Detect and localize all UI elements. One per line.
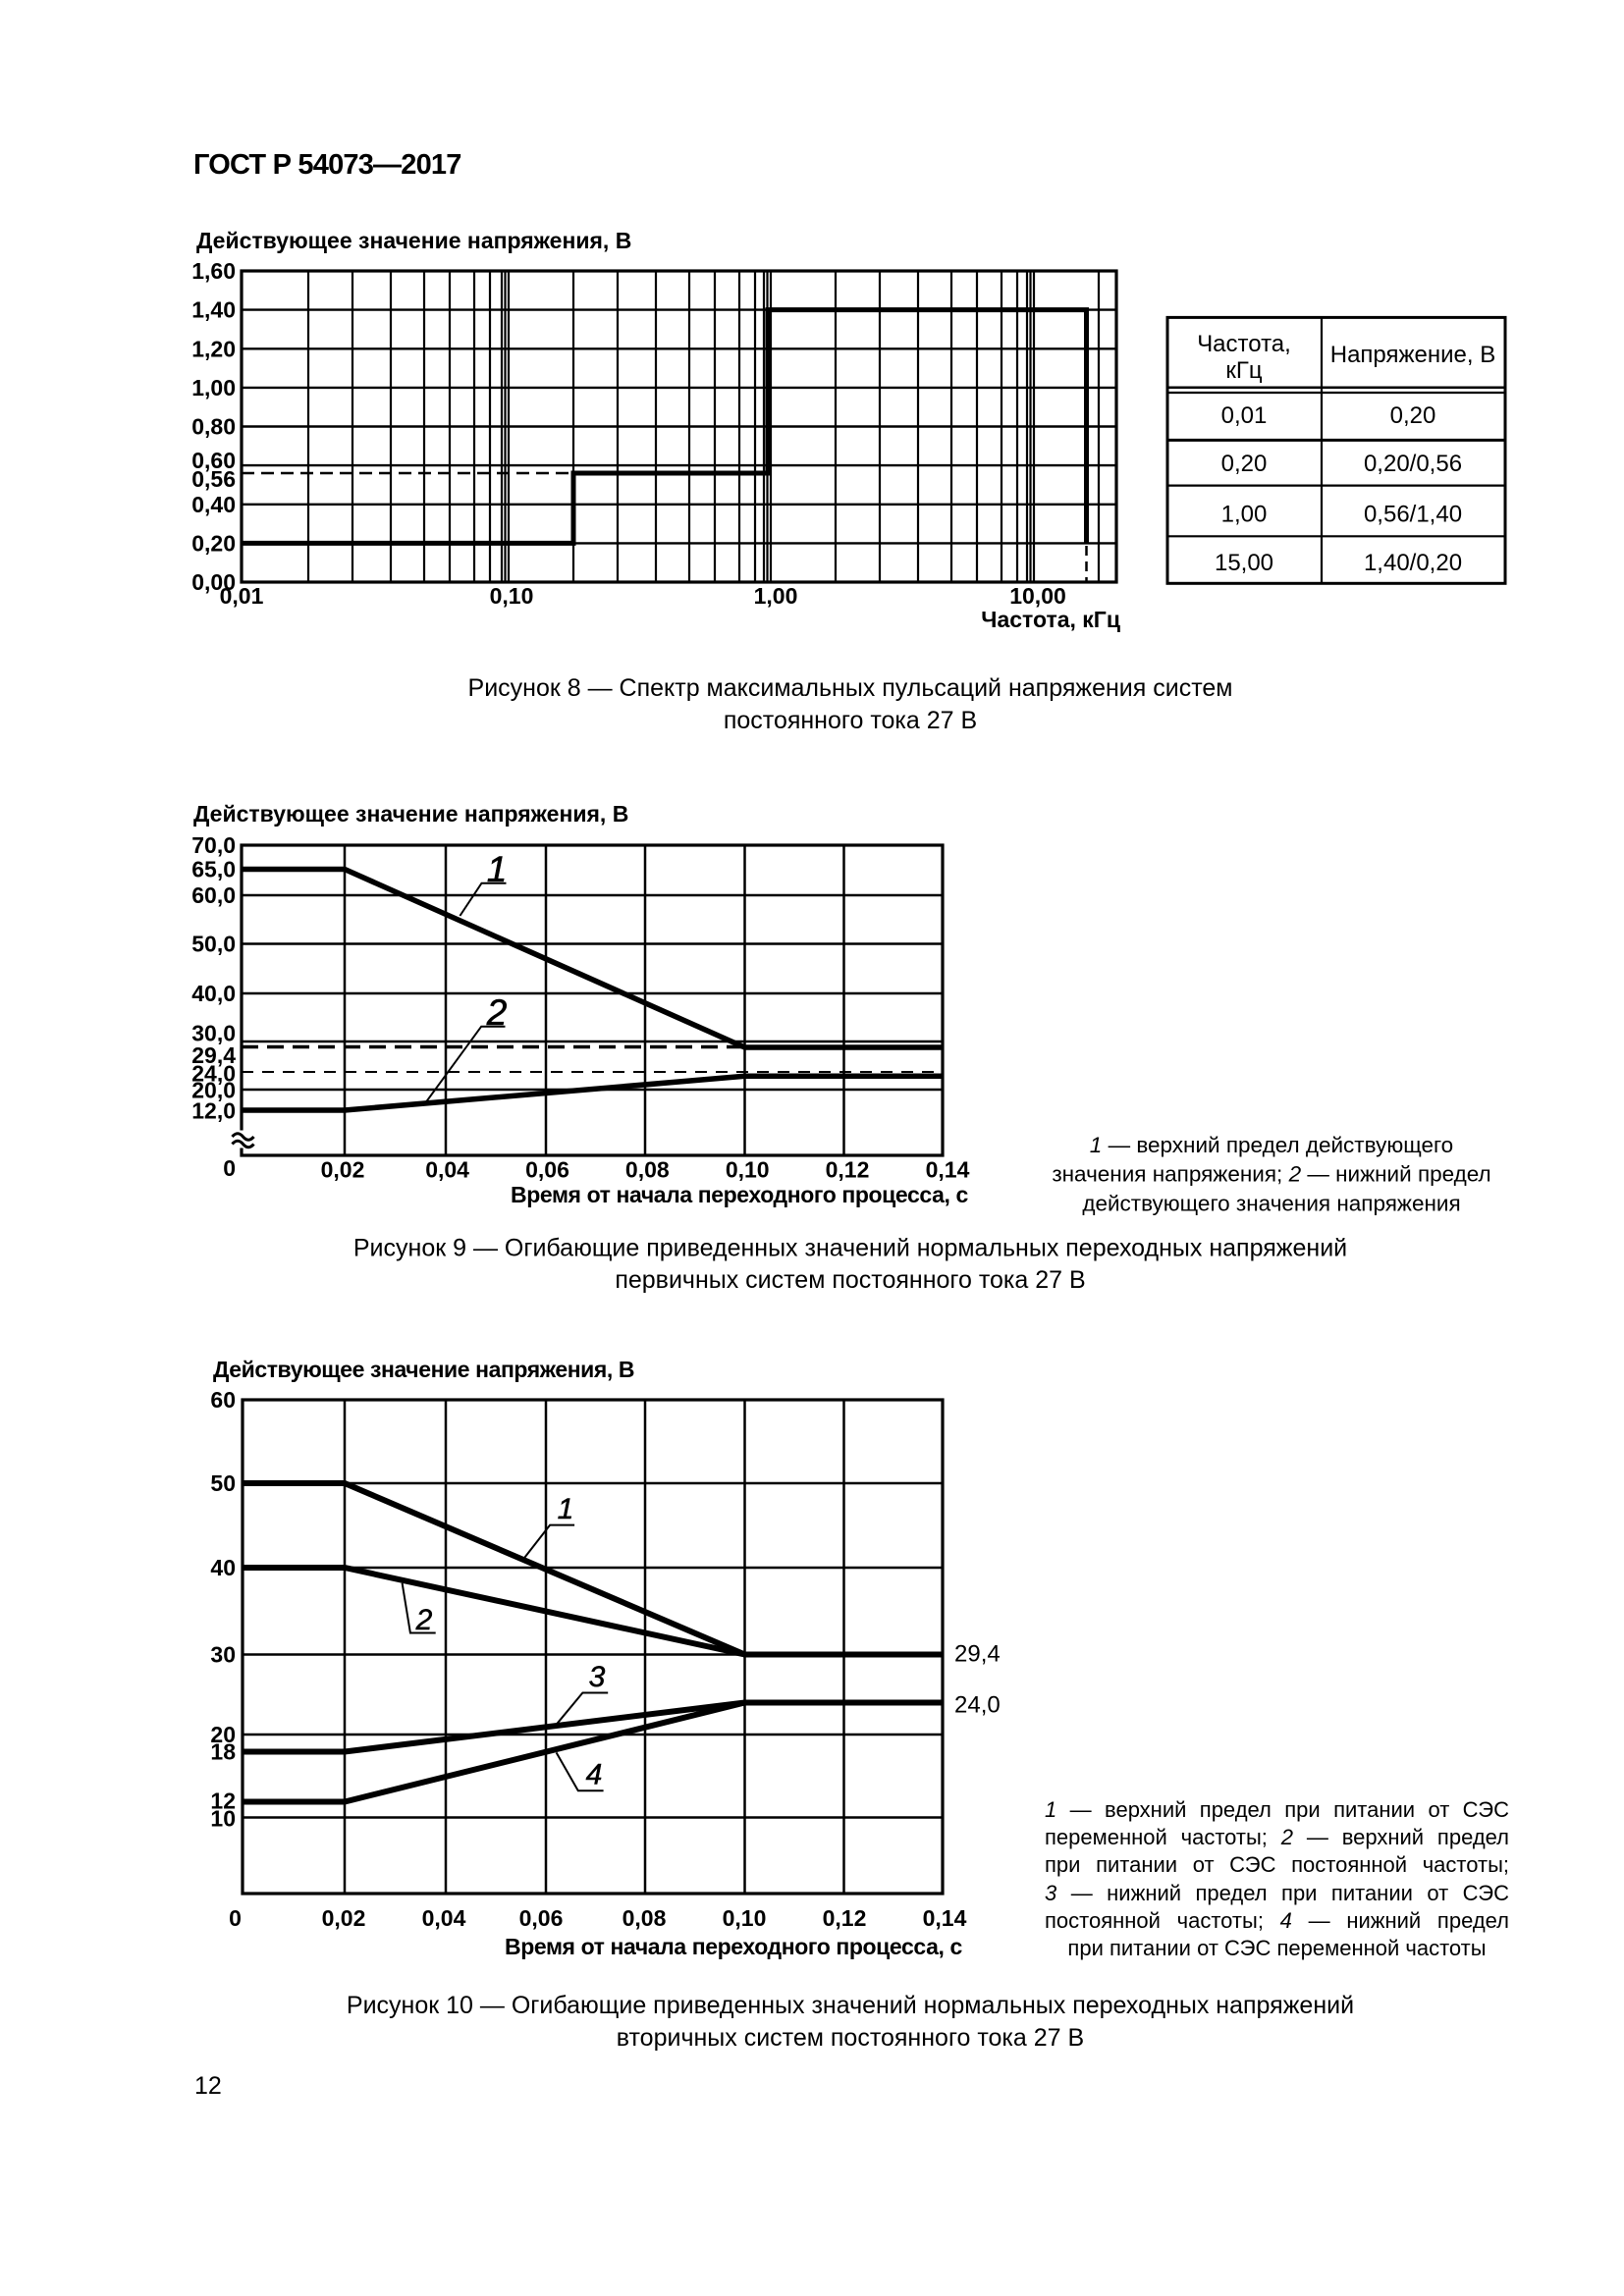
svg-text:1,00: 1,00	[191, 375, 236, 400]
svg-text:0,08: 0,08	[623, 1905, 667, 1931]
svg-text:постоянного тока 27 В: постоянного тока 27 В	[724, 707, 977, 734]
svg-text:0,04: 0,04	[422, 1905, 466, 1931]
svg-text:0,56/1,40: 0,56/1,40	[1364, 502, 1462, 528]
svg-text:12: 12	[210, 1789, 236, 1814]
svg-text:1: 1	[558, 1493, 574, 1525]
svg-text:4: 4	[586, 1759, 603, 1791]
svg-text:60: 60	[210, 1387, 236, 1413]
svg-text:1,40/0,20: 1,40/0,20	[1364, 550, 1462, 576]
svg-text:ГОСТ Р 54073—2017: ГОСТ Р 54073—2017	[193, 149, 461, 181]
svg-text:1,20: 1,20	[191, 336, 236, 361]
svg-text:50: 50	[210, 1470, 236, 1496]
svg-text:0,20: 0,20	[1390, 402, 1436, 429]
svg-text:1,00: 1,00	[754, 583, 798, 609]
svg-text:18: 18	[210, 1739, 236, 1765]
svg-text:30: 30	[210, 1642, 236, 1668]
svg-text:1: 1	[487, 849, 508, 889]
svg-text:0,80: 0,80	[191, 414, 236, 440]
svg-text:2: 2	[486, 992, 508, 1033]
svg-text:действующего значения напряжен: действующего значения напряжения	[1082, 1192, 1460, 1216]
svg-text:Напряжение, В: Напряжение, В	[1330, 342, 1496, 368]
svg-text:0,14: 0,14	[926, 1157, 970, 1183]
svg-text:40,0: 40,0	[191, 981, 236, 1006]
svg-text:Действующее значение напряжени: Действующее значение напряжения, В	[196, 228, 631, 253]
svg-text:29,4: 29,4	[954, 1641, 1001, 1668]
svg-text:1,00: 1,00	[1221, 502, 1268, 528]
svg-text:20,0: 20,0	[191, 1078, 236, 1103]
svg-text:70,0: 70,0	[191, 832, 236, 858]
svg-text:Частота,: Частота,	[1197, 331, 1291, 357]
svg-text:0,08: 0,08	[625, 1157, 670, 1183]
svg-text:40: 40	[210, 1555, 236, 1580]
svg-text:0,20: 0,20	[1221, 451, 1268, 477]
svg-text:15,00: 15,00	[1215, 550, 1273, 576]
svg-text:0,20/0,56: 0,20/0,56	[1364, 451, 1462, 477]
svg-text:10,00: 10,00	[1009, 583, 1066, 609]
svg-text:0,10: 0,10	[490, 583, 534, 609]
svg-text:2: 2	[415, 1604, 433, 1636]
svg-text:0: 0	[223, 1155, 236, 1181]
svg-text:0,06: 0,06	[519, 1905, 564, 1931]
svg-text:кГц: кГц	[1225, 357, 1262, 384]
svg-text:0,20: 0,20	[191, 530, 236, 556]
svg-text:0,14: 0,14	[923, 1905, 967, 1931]
svg-text:Рисунок 9 — Огибающие приведен: Рисунок 9 — Огибающие приведенных значен…	[353, 1235, 1347, 1262]
svg-text:1,60: 1,60	[191, 258, 236, 284]
svg-text:Действующее значение напряжени: Действующее значение напряжения, В	[193, 801, 628, 827]
svg-text:0,02: 0,02	[322, 1905, 366, 1931]
svg-text:значения напряжения; 2 — нижни: значения напряжения; 2 — нижний предел	[1052, 1162, 1490, 1187]
svg-text:30,0: 30,0	[191, 1021, 236, 1046]
svg-text:вторичных систем постоянного т: вторичных систем постоянного тока 27 В	[617, 2024, 1084, 2052]
svg-text:0,00: 0,00	[191, 569, 236, 595]
svg-text:12,0: 12,0	[191, 1098, 236, 1124]
svg-text:Рисунок 10 — Огибающие приведе: Рисунок 10 — Огибающие приведенных значе…	[347, 1992, 1354, 2019]
svg-text:29,4: 29,4	[191, 1042, 236, 1068]
svg-text:0,40: 0,40	[191, 492, 236, 517]
svg-text:60,0: 60,0	[191, 882, 236, 908]
svg-text:0,06: 0,06	[525, 1157, 569, 1183]
svg-text:3: 3	[589, 1661, 606, 1693]
svg-text:1 — верхний предел действующег: 1 — верхний предел действующего	[1090, 1133, 1453, 1157]
svg-text:24,0: 24,0	[954, 1691, 1001, 1718]
svg-text:0,10: 0,10	[723, 1905, 767, 1931]
svg-text:Рисунок 8 — Спектр максимальны: Рисунок 8 — Спектр максимальных пульсаци…	[468, 674, 1233, 702]
svg-text:12: 12	[194, 2072, 222, 2100]
svg-text:0,10: 0,10	[726, 1157, 770, 1183]
svg-text:0,04: 0,04	[425, 1157, 469, 1183]
svg-text:Действующее значение напряжени: Действующее значение напряжения, В	[213, 1357, 634, 1382]
svg-text:Частота, кГц: Частота, кГц	[981, 607, 1120, 632]
svg-text:0,12: 0,12	[823, 1905, 867, 1931]
svg-text:0,56: 0,56	[191, 466, 236, 492]
svg-text:0,02: 0,02	[321, 1157, 365, 1183]
svg-text:10: 10	[210, 1806, 236, 1832]
svg-text:0,01: 0,01	[220, 583, 264, 609]
svg-text:50,0: 50,0	[191, 932, 236, 957]
svg-text:24,0: 24,0	[191, 1061, 236, 1087]
svg-text:0,12: 0,12	[826, 1157, 870, 1183]
svg-text:первичных систем постоянного т: первичных систем постоянного тока 27 В	[615, 1266, 1085, 1294]
svg-text:20: 20	[210, 1722, 236, 1747]
svg-text:65,0: 65,0	[191, 857, 236, 882]
svg-text:Время от начала переходного пр: Время от начала переходного процесса, с	[505, 1934, 962, 1959]
svg-text:Время от начала переходного пр: Время от начала переходного процесса, с	[511, 1182, 968, 1207]
svg-text:0: 0	[229, 1905, 242, 1931]
svg-text:0,60: 0,60	[191, 448, 236, 473]
svg-text:1,40: 1,40	[191, 297, 236, 323]
svg-text:0,01: 0,01	[1221, 402, 1268, 429]
